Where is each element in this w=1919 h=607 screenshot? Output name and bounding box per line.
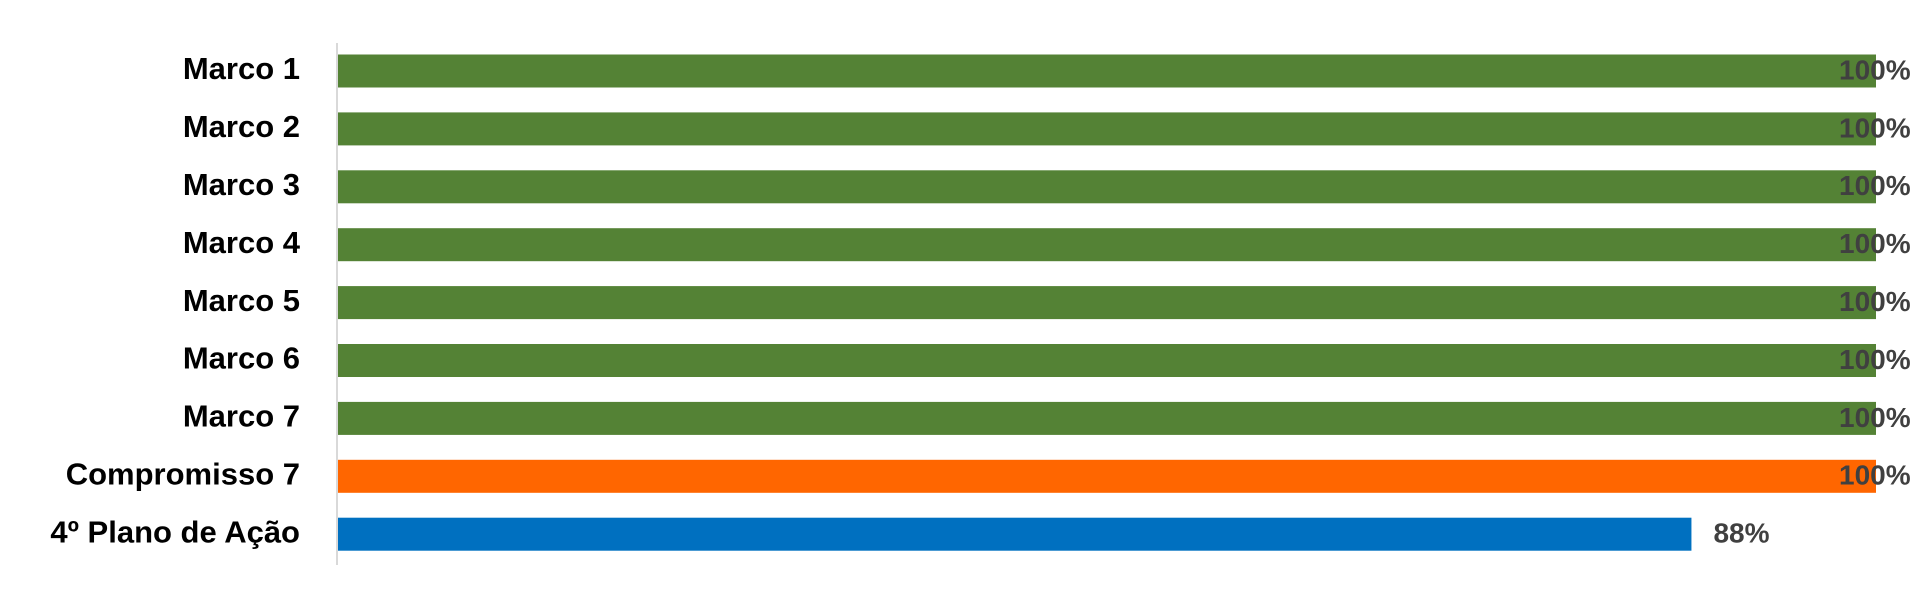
bar: [338, 401, 1876, 435]
bar: [338, 228, 1876, 262]
bar: [338, 170, 1876, 204]
value-label: 100%: [1839, 402, 1911, 433]
bar: [338, 459, 1876, 493]
category-label: Marco 6: [183, 341, 300, 376]
value-label: 100%: [1839, 460, 1911, 491]
category-label: Marco 3: [183, 167, 300, 202]
bar: [338, 286, 1876, 320]
category-label: 4º Plano de Ação: [50, 514, 300, 549]
category-label: Marco 5: [183, 283, 300, 318]
category-label: Marco 4: [183, 225, 301, 260]
category-label: Compromisso 7: [66, 456, 300, 491]
value-label: 100%: [1839, 228, 1911, 259]
bar: [338, 54, 1876, 88]
bar: [338, 112, 1876, 146]
value-label: 100%: [1839, 54, 1911, 85]
category-label: Marco 7: [183, 399, 300, 434]
category-label: Marco 1: [183, 51, 300, 86]
category-label: Marco 2: [183, 109, 300, 144]
value-label: 100%: [1839, 344, 1911, 375]
value-label: 100%: [1839, 286, 1911, 317]
bar: [338, 517, 1692, 551]
value-label: 88%: [1713, 518, 1769, 549]
value-label: 100%: [1839, 170, 1911, 201]
value-label: 100%: [1839, 112, 1911, 143]
bar: [338, 344, 1876, 377]
